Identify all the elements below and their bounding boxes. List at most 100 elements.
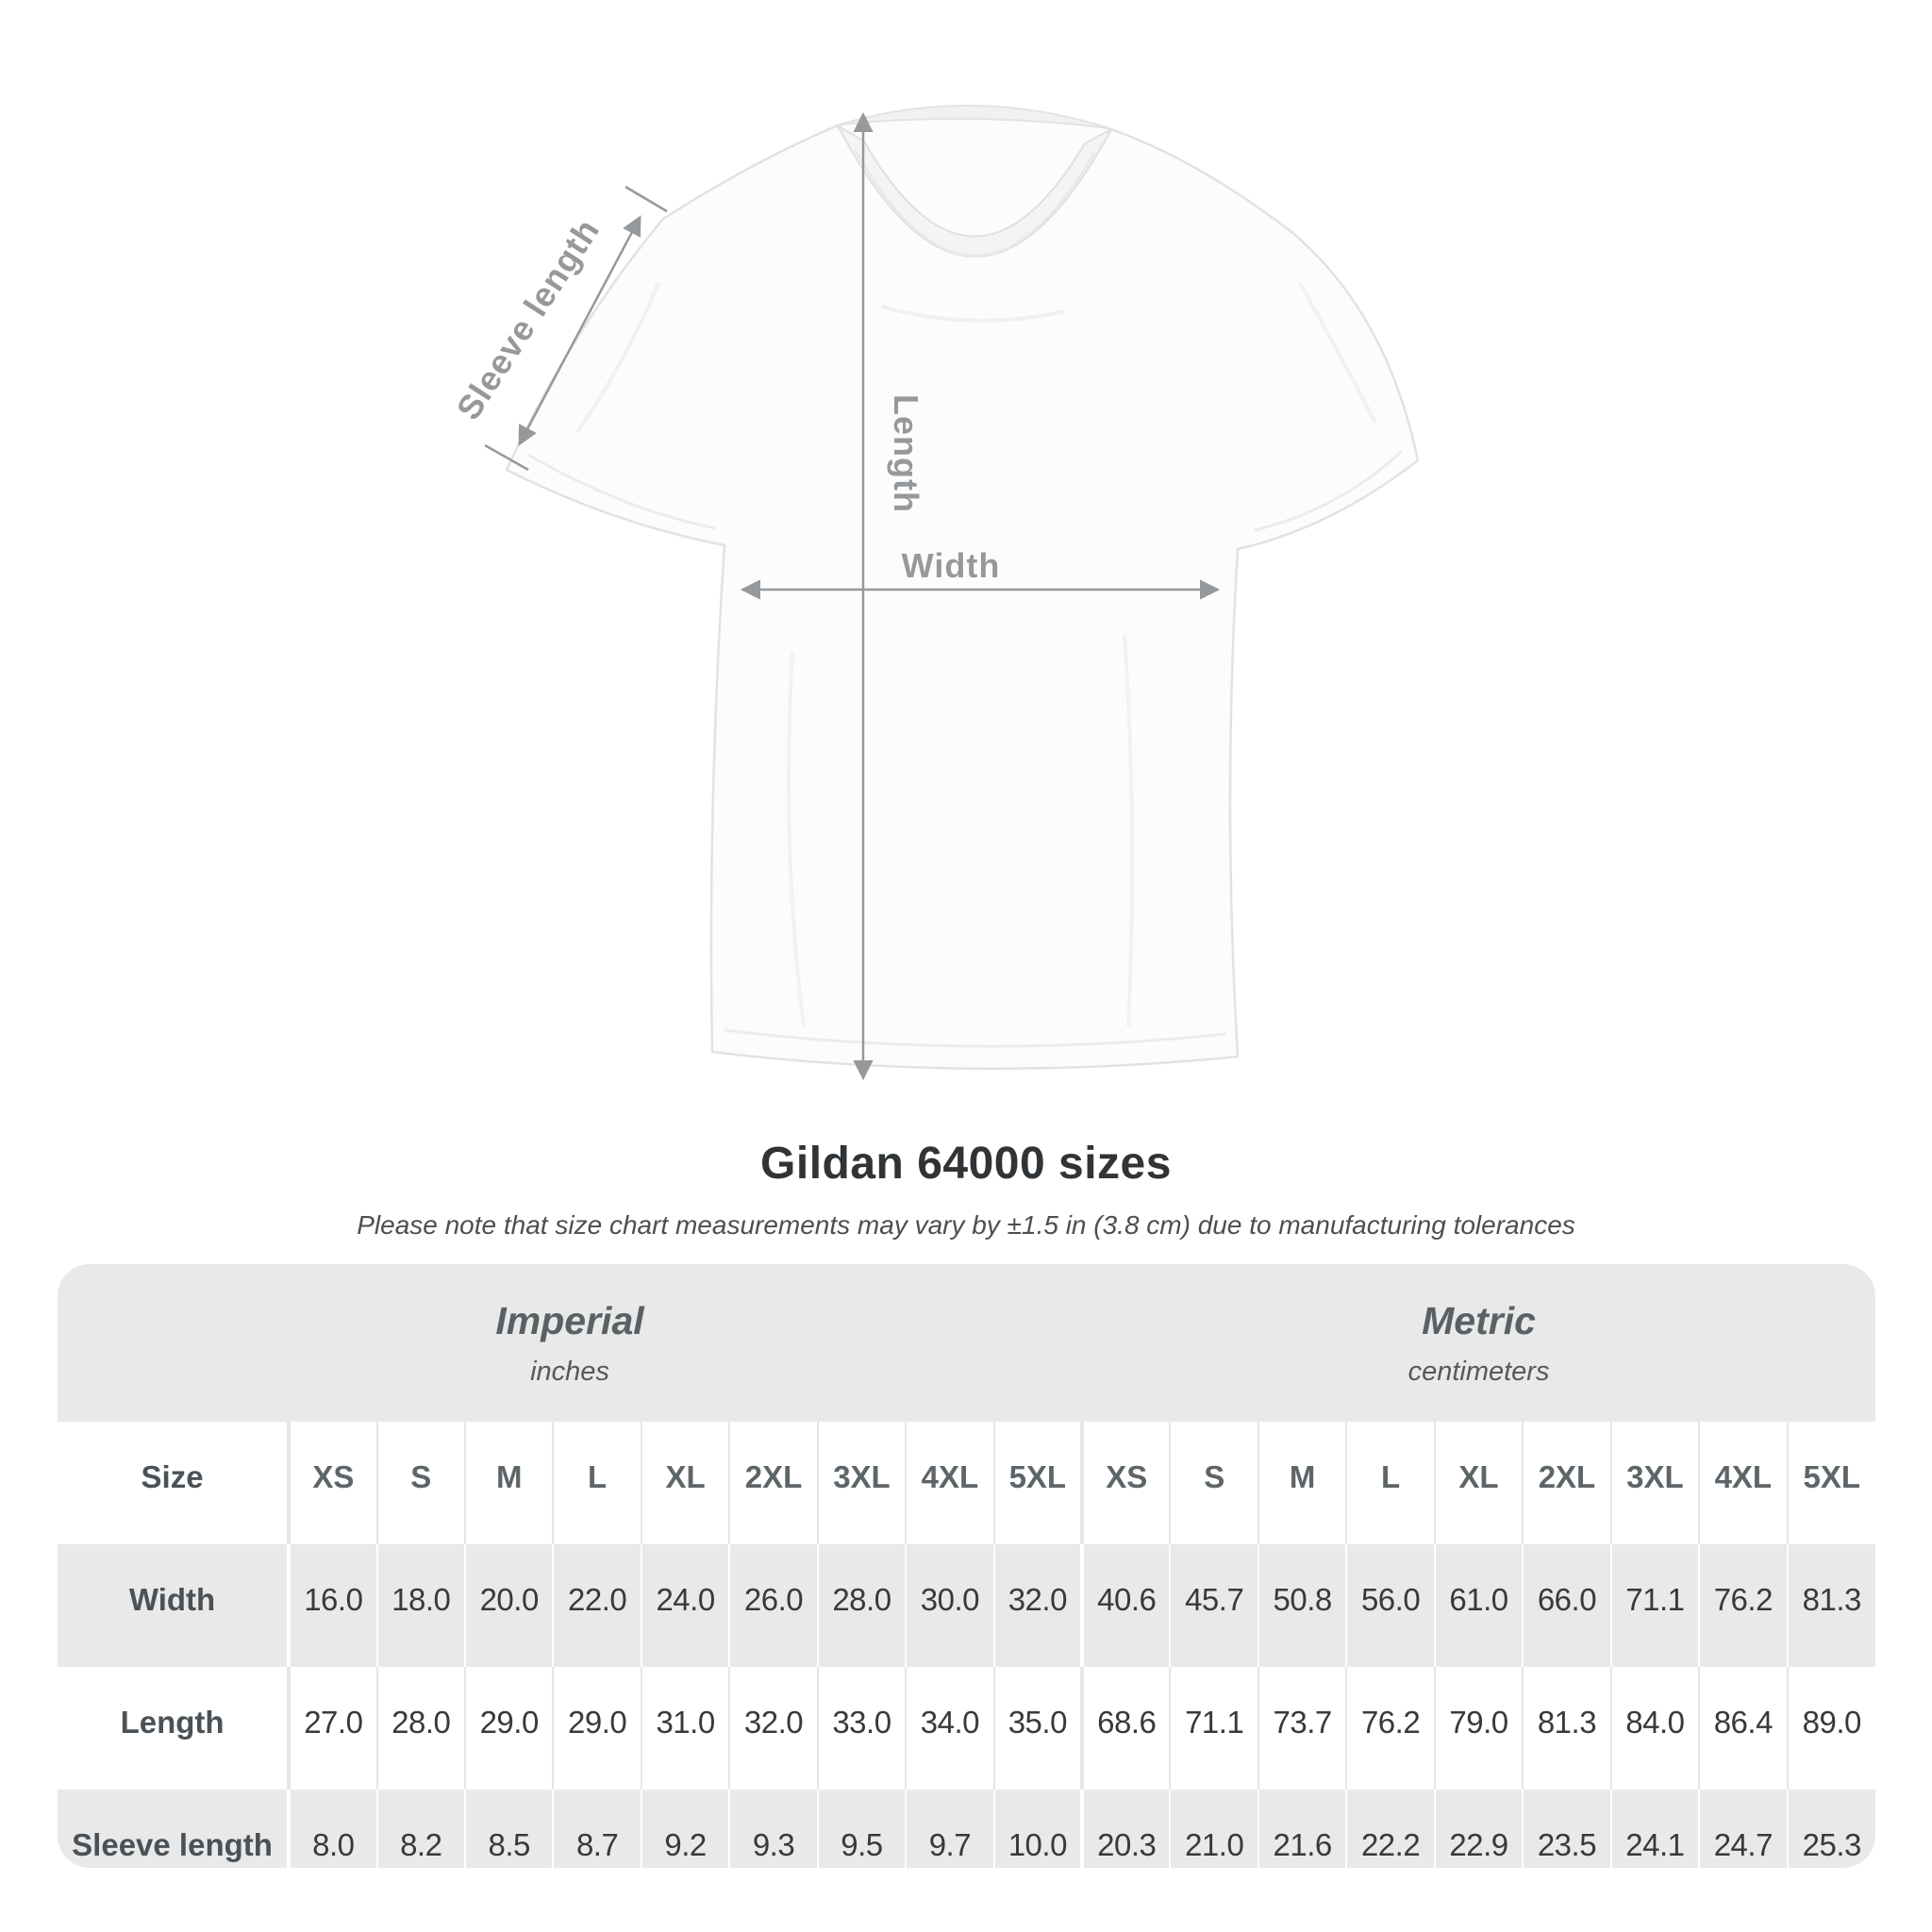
value-cell: 71.1	[1169, 1667, 1258, 1790]
value-cell: 61.0	[1433, 1544, 1524, 1667]
value-cell: 9.2	[640, 1790, 730, 1868]
value-cell: 26.0	[728, 1544, 818, 1667]
value-cell: 32.0	[992, 1544, 1083, 1667]
size-column-header: Size	[58, 1422, 290, 1544]
value-cell: 22.9	[1433, 1790, 1524, 1868]
value-cell: 81.3	[1786, 1544, 1875, 1667]
value-cell: 9.5	[816, 1790, 907, 1868]
imperial-group-header: Imperial inches	[58, 1264, 1083, 1422]
sleeve-length-row: Sleeve length 8.0 8.2 8.5 8.7 9.2 9.3 9.…	[58, 1790, 1875, 1868]
value-cell: 29.0	[463, 1667, 554, 1790]
length-label: Length	[887, 394, 925, 513]
size-header-cell: 3XL	[816, 1422, 907, 1544]
value-cell: 32.0	[728, 1667, 818, 1790]
value-cell: 76.2	[1345, 1667, 1435, 1790]
row-label: Width	[58, 1544, 290, 1667]
sleeve-length-end-tick	[484, 443, 529, 472]
value-cell: 8.7	[552, 1790, 641, 1868]
value-cell: 21.6	[1257, 1790, 1347, 1868]
value-cell: 71.1	[1609, 1544, 1700, 1667]
unit-band: Imperial inches Metric centimeters	[58, 1264, 1875, 1422]
imperial-label: Imperial	[495, 1298, 644, 1342]
size-header-cell: 5XL	[992, 1422, 1083, 1544]
tshirt-wrinkle	[881, 305, 1065, 323]
size-header-cell: L	[552, 1422, 641, 1544]
value-cell: 30.0	[905, 1544, 994, 1667]
value-cell: 16.0	[287, 1544, 377, 1667]
size-header-cell: L	[1345, 1422, 1435, 1544]
value-cell: 31.0	[640, 1667, 730, 1790]
size-table-grid: Imperial inches Metric centimeters Size …	[58, 1264, 1875, 1868]
width-row: Width 16.0 18.0 20.0 22.0 24.0 26.0 28.0…	[58, 1544, 1875, 1667]
imperial-unit: inches	[530, 1356, 609, 1387]
value-cell: 73.7	[1257, 1667, 1347, 1790]
size-header-cell: 4XL	[905, 1422, 994, 1544]
value-cell: 21.0	[1169, 1790, 1258, 1868]
metric-group-header: Metric centimeters	[1082, 1264, 1875, 1422]
tshirt-back-collar	[839, 105, 1110, 129]
size-header-cell: XS	[1080, 1422, 1171, 1544]
value-cell: 35.0	[992, 1667, 1083, 1790]
tshirt-left-sleeve-stitch	[527, 453, 716, 530]
value-cell: 89.0	[1786, 1667, 1875, 1790]
value-cell: 25.3	[1786, 1790, 1875, 1868]
value-cell: 50.8	[1257, 1544, 1347, 1667]
sleeve-length-arrow	[518, 215, 641, 446]
value-cell: 40.6	[1080, 1544, 1171, 1667]
size-header-cell: XL	[640, 1422, 730, 1544]
value-cell: 23.5	[1522, 1790, 1611, 1868]
value-cell: 20.0	[463, 1544, 554, 1667]
size-header-cell: 5XL	[1786, 1422, 1875, 1544]
size-header-cell: S	[375, 1422, 465, 1544]
value-cell: 28.0	[375, 1667, 465, 1790]
tshirt-wrinkle	[1298, 282, 1377, 424]
tshirt-wrinkle	[1123, 633, 1135, 1027]
value-cell: 22.2	[1345, 1790, 1435, 1868]
metric-label: Metric	[1422, 1298, 1536, 1342]
value-cell: 29.0	[552, 1667, 641, 1790]
row-label: Sleeve length	[58, 1790, 290, 1868]
tshirt-hem-stitch	[724, 1028, 1227, 1048]
size-header-row: Size XS S M L XL 2XL 3XL 4XL 5XL XS S M …	[58, 1422, 1875, 1544]
value-cell: 9.3	[728, 1790, 818, 1868]
value-cell: 81.3	[1522, 1667, 1611, 1790]
value-cell: 24.0	[640, 1544, 730, 1667]
value-cell: 84.0	[1609, 1667, 1700, 1790]
size-header-cell: M	[463, 1422, 554, 1544]
value-cell: 76.2	[1698, 1544, 1788, 1667]
value-cell: 20.3	[1080, 1790, 1171, 1868]
value-cell: 10.0	[992, 1790, 1083, 1868]
tshirt-collar-stitch	[853, 148, 1096, 258]
value-cell: 45.7	[1169, 1544, 1258, 1667]
value-cell: 28.0	[816, 1544, 907, 1667]
size-header-cell: M	[1257, 1422, 1347, 1544]
dimension-lines	[484, 111, 1221, 1081]
value-cell: 66.0	[1522, 1544, 1611, 1667]
value-cell: 68.6	[1080, 1667, 1171, 1790]
row-label: Length	[58, 1667, 290, 1790]
value-cell: 56.0	[1345, 1544, 1435, 1667]
value-cell: 79.0	[1433, 1667, 1524, 1790]
width-label: Width	[902, 546, 1001, 585]
metric-unit: centimeters	[1407, 1356, 1550, 1387]
value-cell: 27.0	[287, 1667, 377, 1790]
tolerance-note: Please note that size chart measurements…	[357, 1210, 1575, 1240]
value-cell: 8.2	[375, 1790, 465, 1868]
value-cell: 24.7	[1698, 1790, 1788, 1868]
size-header-cell: 2XL	[1522, 1422, 1611, 1544]
size-header-cell: 4XL	[1698, 1422, 1788, 1544]
tshirt-illustration	[505, 105, 1420, 1071]
value-cell: 9.7	[905, 1790, 994, 1868]
tshirt-wrinkle	[787, 650, 806, 1027]
size-header-cell: XS	[287, 1422, 377, 1544]
value-cell: 34.0	[905, 1667, 994, 1790]
size-table: Imperial inches Metric centimeters Size …	[58, 1264, 1875, 1868]
value-cell: 8.5	[463, 1790, 554, 1868]
tshirt-diagram: Sleeve length Length Width	[449, 105, 1420, 1081]
value-cell: 22.0	[552, 1544, 641, 1667]
length-row: Length 27.0 28.0 29.0 29.0 31.0 32.0 33.…	[58, 1667, 1875, 1790]
size-header-cell: 2XL	[728, 1422, 818, 1544]
sleeve-length-end-tick	[625, 185, 668, 213]
value-cell: 86.4	[1698, 1667, 1788, 1790]
